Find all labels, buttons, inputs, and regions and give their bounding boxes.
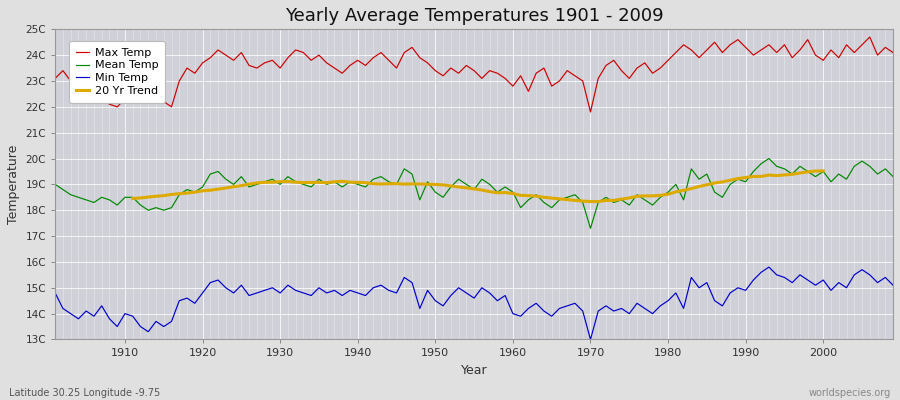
Min Temp <box>50 290 60 295</box>
Min Temp <box>112 324 122 329</box>
20 Yr Trend <box>818 168 829 173</box>
Max Temp <box>864 35 875 40</box>
20 Yr Trend <box>795 171 806 176</box>
Mean Temp <box>283 174 293 179</box>
20 Yr Trend <box>616 197 627 202</box>
Mean Temp <box>887 174 898 179</box>
Min Temp <box>508 311 518 316</box>
Mean Temp <box>508 190 518 194</box>
20 Yr Trend <box>220 186 231 190</box>
Legend: Max Temp, Mean Temp, Min Temp, 20 Yr Trend: Max Temp, Mean Temp, Min Temp, 20 Yr Tre… <box>69 41 165 103</box>
20 Yr Trend <box>585 199 596 204</box>
Line: Max Temp: Max Temp <box>55 37 893 112</box>
Mean Temp <box>585 226 596 231</box>
Text: Latitude 30.25 Longitude -9.75: Latitude 30.25 Longitude -9.75 <box>9 388 160 398</box>
Max Temp <box>500 76 510 81</box>
Min Temp <box>585 337 596 342</box>
Line: Min Temp: Min Temp <box>55 267 893 340</box>
Min Temp <box>500 293 510 298</box>
Y-axis label: Temperature: Temperature <box>7 145 20 224</box>
Line: 20 Yr Trend: 20 Yr Trend <box>132 171 824 202</box>
Max Temp <box>112 104 122 109</box>
20 Yr Trend <box>724 178 735 183</box>
Max Temp <box>585 110 596 114</box>
Max Temp <box>887 50 898 55</box>
Title: Yearly Average Temperatures 1901 - 2009: Yearly Average Temperatures 1901 - 2009 <box>284 7 663 25</box>
Min Temp <box>283 283 293 288</box>
Min Temp <box>887 283 898 288</box>
Max Temp <box>508 84 518 88</box>
Min Temp <box>763 265 774 270</box>
Max Temp <box>50 76 60 81</box>
Text: worldspecies.org: worldspecies.org <box>809 388 891 398</box>
20 Yr Trend <box>709 180 720 185</box>
Min Temp <box>608 309 619 314</box>
Line: Mean Temp: Mean Temp <box>55 158 893 228</box>
Mean Temp <box>500 184 510 189</box>
Mean Temp <box>50 182 60 187</box>
Min Temp <box>329 288 340 293</box>
Mean Temp <box>112 203 122 208</box>
Mean Temp <box>763 156 774 161</box>
20 Yr Trend <box>337 179 347 184</box>
Mean Temp <box>329 179 340 184</box>
Max Temp <box>329 66 340 70</box>
Max Temp <box>608 58 619 63</box>
20 Yr Trend <box>127 196 138 201</box>
Max Temp <box>283 55 293 60</box>
X-axis label: Year: Year <box>461 364 488 377</box>
Mean Temp <box>608 200 619 205</box>
